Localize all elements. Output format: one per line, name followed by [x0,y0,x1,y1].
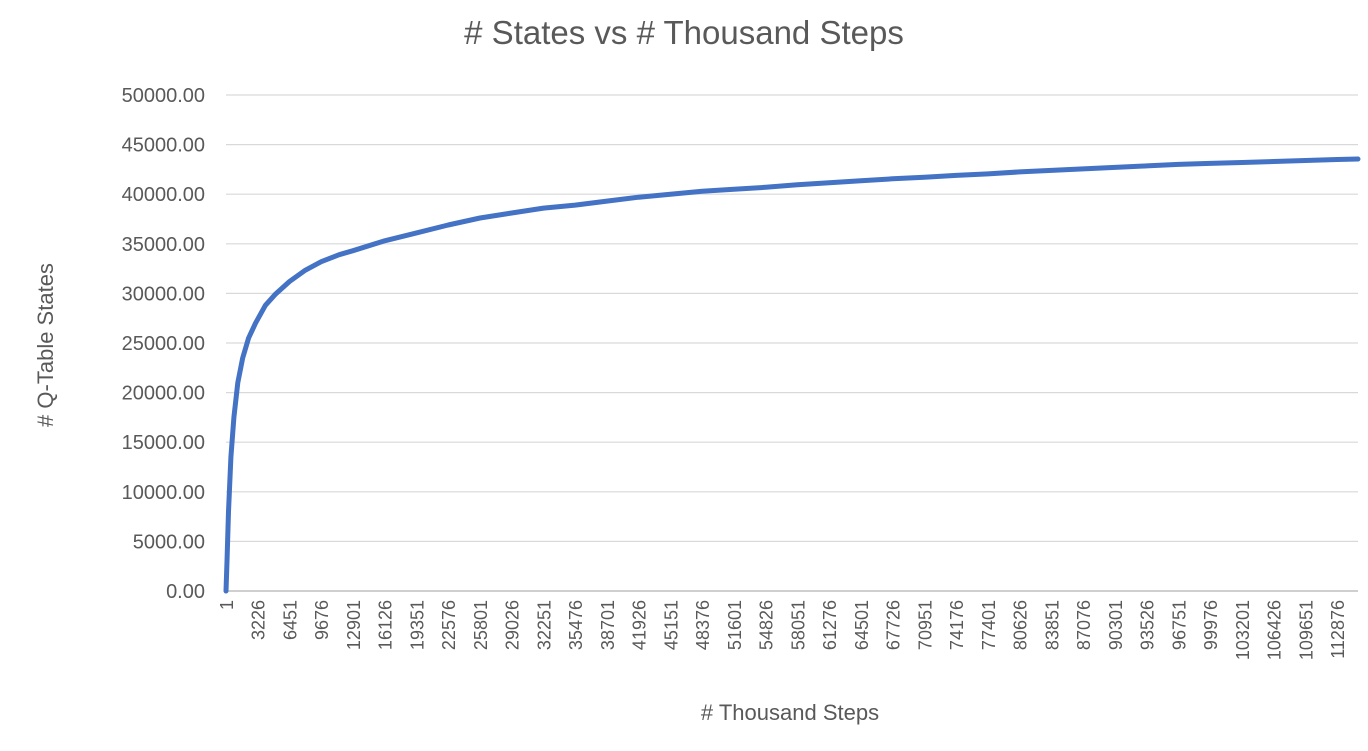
series-line [223,156,1361,594]
y-tick-label: 10000.00 [122,482,205,504]
x-tick-label: 1 [217,600,237,610]
y-tick-label: 5000.00 [133,531,205,553]
x-tick-label: 83851 [1042,600,1062,650]
x-tick-label: 99976 [1201,600,1221,650]
x-tick-label: 70951 [915,600,935,650]
y-tick-label: 40000.00 [122,184,205,206]
x-tick-label: 67726 [884,600,904,650]
x-tick-label: 106426 [1265,600,1285,660]
y-tick-label: 45000.00 [122,135,205,157]
y-tick-label: 35000.00 [122,234,205,256]
x-tick-label: 9676 [312,600,332,640]
y-tick-label: 25000.00 [122,333,205,355]
chart-title: # States vs # Thousand Steps [464,14,904,51]
x-tick-label: 45151 [661,600,681,650]
x-tick-label: 19351 [407,600,427,650]
y-tick-label: 0.00 [166,581,205,603]
x-tick-label: 77401 [979,600,999,650]
x-tick-label: 41926 [630,600,650,650]
x-tick-label: 64501 [852,600,872,650]
x-tick-label: 103201 [1233,600,1253,660]
x-tick-label: 74176 [947,600,967,650]
x-tick-label: 3226 [249,600,269,640]
x-tick-label: 12901 [344,600,364,650]
x-tick-label: 61276 [820,600,840,650]
x-tick-label: 22576 [439,600,459,650]
x-tick-label: 16126 [376,600,396,650]
y-tick-label: 20000.00 [122,383,205,405]
y-tick-label: 15000.00 [122,432,205,454]
y-tick-label: 30000.00 [122,283,205,305]
x-tick-label: 54826 [757,600,777,650]
x-tick-label: 51601 [725,600,745,650]
x-tick-label: 58051 [788,600,808,650]
x-tick-label: 35476 [566,600,586,650]
x-tick-label: 48376 [693,600,713,650]
x-tick-label: 90301 [1106,600,1126,650]
x-tick-label: 32251 [534,600,554,650]
x-tick-label: 38701 [598,600,618,650]
x-tick-label: 6451 [280,600,300,640]
x-tick-label: 29026 [503,600,523,650]
x-tick-label: 96751 [1169,600,1189,650]
x-tick-label: 80626 [1011,600,1031,650]
x-tick-label: 93526 [1138,600,1158,650]
x-axis-title: # Thousand Steps [700,700,880,725]
y-axis-title: # Q-Table States [33,263,58,427]
x-tick-label: 109651 [1296,600,1316,660]
x-tick-label: 25801 [471,600,491,650]
y-tick-label: 50000.00 [122,85,205,107]
x-tick-label: 112876 [1328,600,1348,659]
x-tick-label: 87076 [1074,600,1094,650]
